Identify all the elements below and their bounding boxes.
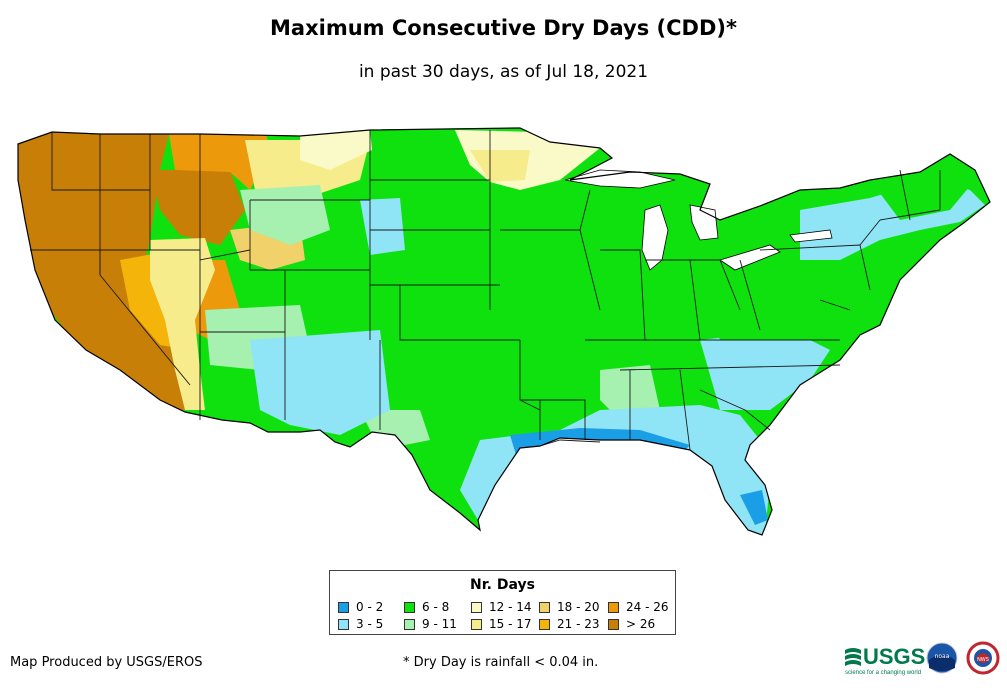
legend-item: 9 - 11 [404,617,457,631]
region-3-5-carolinas [700,330,830,410]
legend-item: 15 - 17 [471,617,532,631]
legend-swatch [338,602,349,613]
legend-label: > 26 [626,617,656,631]
legend-swatch [404,602,415,613]
legend-title: Nr. Days [470,577,535,593]
us-cdd-map [0,110,1007,550]
legend-item: 0 - 2 [338,600,383,614]
region-3-5-iowa [360,198,405,255]
legend-item: 6 - 8 [404,600,449,614]
legend-swatch [338,619,349,630]
nws-wordmark: NWS [977,657,989,663]
legend-label: 24 - 26 [626,600,669,614]
legend-item: 12 - 14 [471,600,532,614]
lake-ontario [789,229,833,243]
legend-label: 12 - 14 [489,600,532,614]
legend-swatch [539,602,550,613]
lake-huron [689,204,719,241]
legend-swatch [608,602,619,613]
region-6-8-midwest [470,190,700,340]
usgs-logo-icon: USGS science for a changing world [845,644,925,676]
map-credit: Map Produced by USGS/EROS [10,655,203,670]
lake-superior [564,169,676,189]
legend-item: 21 - 23 [539,617,600,631]
region-gt26-idaho [150,170,245,245]
lake-erie [719,244,781,271]
legend-label: 15 - 17 [489,617,532,631]
legend-swatch [471,619,482,630]
region-15-17-dakota [470,150,530,182]
legend: Nr. Days 0 - 2 3 - 5 6 - 8 9 - 11 12 - 14 15 … [329,570,676,635]
usgs-wordmark: USGS [863,644,925,669]
region-gt26-west [18,128,190,410]
map-subtitle: in past 30 days, as of Jul 18, 2021 [358,62,649,82]
legend-label: 21 - 23 [557,617,600,631]
legend-item: 3 - 5 [338,617,383,631]
noaa-logo-icon: noaa [926,642,958,674]
legend-label: 18 - 20 [557,600,600,614]
map-title: Maximum Consecutive Dry Days (CDD)* [270,16,737,40]
region-0-2-florida [740,490,768,525]
legend-label: 0 - 2 [356,600,384,614]
nws-logo-icon: NWS [966,641,1000,675]
legend-swatch [539,619,550,630]
region-15-17-west [150,238,215,410]
legend-label: 6 - 8 [422,600,450,614]
usgs-tagline: science for a changing world [845,670,921,676]
legend-item: 24 - 26 [608,600,669,614]
region-6-8-appalachia [700,270,880,340]
legend-swatch [404,619,415,630]
agency-logos: USGS science for a changing world noaa N… [843,640,1003,680]
legend-swatch [471,602,482,613]
legend-swatch [608,619,619,630]
dry-day-footnote: * Dry Day is rainfall < 0.04 in. [403,655,599,670]
legend-item: > 26 [608,617,655,631]
state-boundaries [30,130,941,451]
legend-label: 9 - 11 [422,617,457,631]
legend-item: 18 - 20 [539,600,600,614]
noaa-wordmark: noaa [935,653,950,660]
legend-label: 3 - 5 [356,617,384,631]
region-12-14-montana [300,130,372,170]
